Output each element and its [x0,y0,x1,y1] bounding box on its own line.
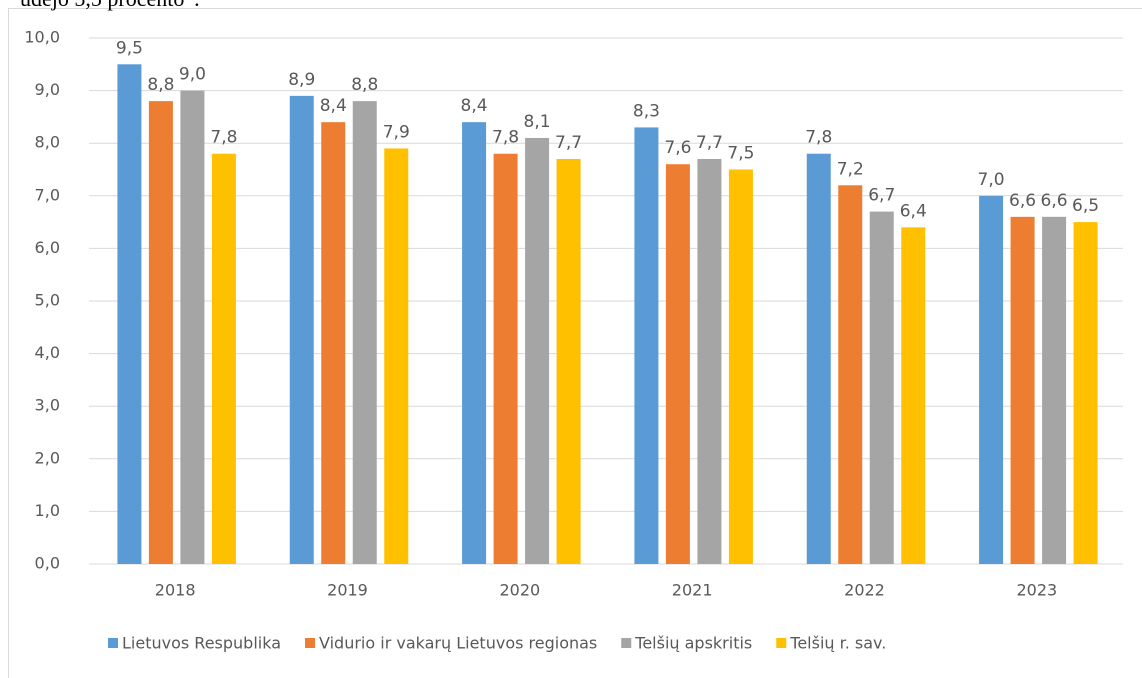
value-label: 7,8 [210,128,237,148]
value-label: 8,4 [461,96,488,116]
bar [665,164,690,565]
legend-label: Lietuvos Respublika [122,634,281,653]
legend-marker [108,638,118,648]
bar [180,90,205,564]
bar [556,158,581,565]
y-tick-label: 9,0 [35,80,60,99]
x-tick-label: 2022 [844,581,885,600]
bar [211,153,236,564]
value-label: 7,8 [805,128,832,148]
bar [1010,216,1035,564]
legend-label: Vidurio ir vakarų Lietuvos regionas [319,634,597,653]
bar [117,64,142,565]
value-label: 6,6 [1041,191,1068,211]
legend-marker [621,638,632,648]
value-label: 8,3 [633,101,660,121]
value-label: 7,5 [727,144,754,164]
bar [352,101,377,565]
header-text: udėjo 5,5 procento“. [20,0,200,11]
value-label: 9,0 [179,65,206,85]
y-tick-label: 3,0 [35,396,60,415]
value-label: 8,1 [524,112,551,132]
bar [289,95,314,565]
value-label: 6,7 [868,186,895,206]
bar [901,227,926,565]
value-label: 6,4 [900,201,927,221]
value-label: 7,7 [555,133,582,153]
x-tick-label: 2021 [672,581,713,600]
y-tick-label: 7,0 [35,185,60,204]
value-label: 7,8 [492,128,519,148]
y-tick-label: 6,0 [35,238,60,257]
bar [697,158,722,565]
bar [634,127,659,565]
bar [838,185,863,564]
x-tick-label: 2023 [1016,581,1057,600]
legend-marker [305,638,316,648]
bar [728,169,753,564]
bar [1073,222,1098,564]
legend-label: Telšių r. sav. [789,634,886,653]
value-label: 7,6 [664,138,691,158]
bar [869,211,894,564]
value-label: 7,9 [383,122,410,142]
x-tick-label: 2018 [155,581,196,600]
legend-marker [776,638,787,648]
value-label: 9,5 [116,38,143,58]
value-label: 8,9 [288,70,315,90]
y-tick-label: 1,0 [35,501,60,520]
value-label: 8,8 [351,75,378,95]
value-label: 7,0 [978,170,1005,190]
x-tick-label: 2020 [499,581,540,600]
bar [462,122,487,564]
value-label: 7,7 [696,133,723,153]
bar [384,148,409,564]
bar [493,153,518,564]
bar [806,153,831,564]
legend-label: Telšių apskritis [634,634,752,653]
bar [525,137,550,564]
bar [148,101,173,565]
value-label: 7,2 [837,159,864,179]
y-tick-label: 0,0 [35,554,60,573]
value-label: 8,8 [147,75,174,95]
y-tick-label: 5,0 [35,291,60,310]
x-tick-label: 2019 [327,581,368,600]
value-label: 6,5 [1072,196,1099,216]
bar [321,122,346,564]
y-tick-label: 4,0 [35,343,60,362]
y-tick-label: 2,0 [35,448,60,467]
bar [1042,216,1067,564]
y-tick-label: 10,0 [24,28,60,47]
value-label: 8,4 [320,96,347,116]
bar [979,195,1004,565]
value-label: 6,6 [1009,191,1036,211]
y-tick-label: 8,0 [35,133,60,152]
